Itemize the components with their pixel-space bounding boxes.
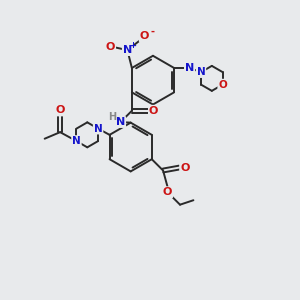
Text: N: N	[94, 124, 103, 134]
Text: -: -	[150, 26, 154, 36]
Text: O: O	[163, 187, 172, 197]
Text: N: N	[185, 63, 194, 73]
Text: N: N	[123, 45, 132, 55]
Text: N: N	[116, 117, 125, 127]
Text: N: N	[72, 136, 81, 146]
Text: O: O	[149, 106, 158, 116]
Text: O: O	[106, 42, 115, 52]
Text: O: O	[218, 80, 227, 90]
Text: N: N	[196, 67, 206, 77]
Text: O: O	[180, 163, 190, 172]
Text: O: O	[140, 31, 149, 41]
Text: +: +	[129, 41, 136, 50]
Text: O: O	[56, 106, 65, 116]
Text: H: H	[108, 112, 116, 122]
